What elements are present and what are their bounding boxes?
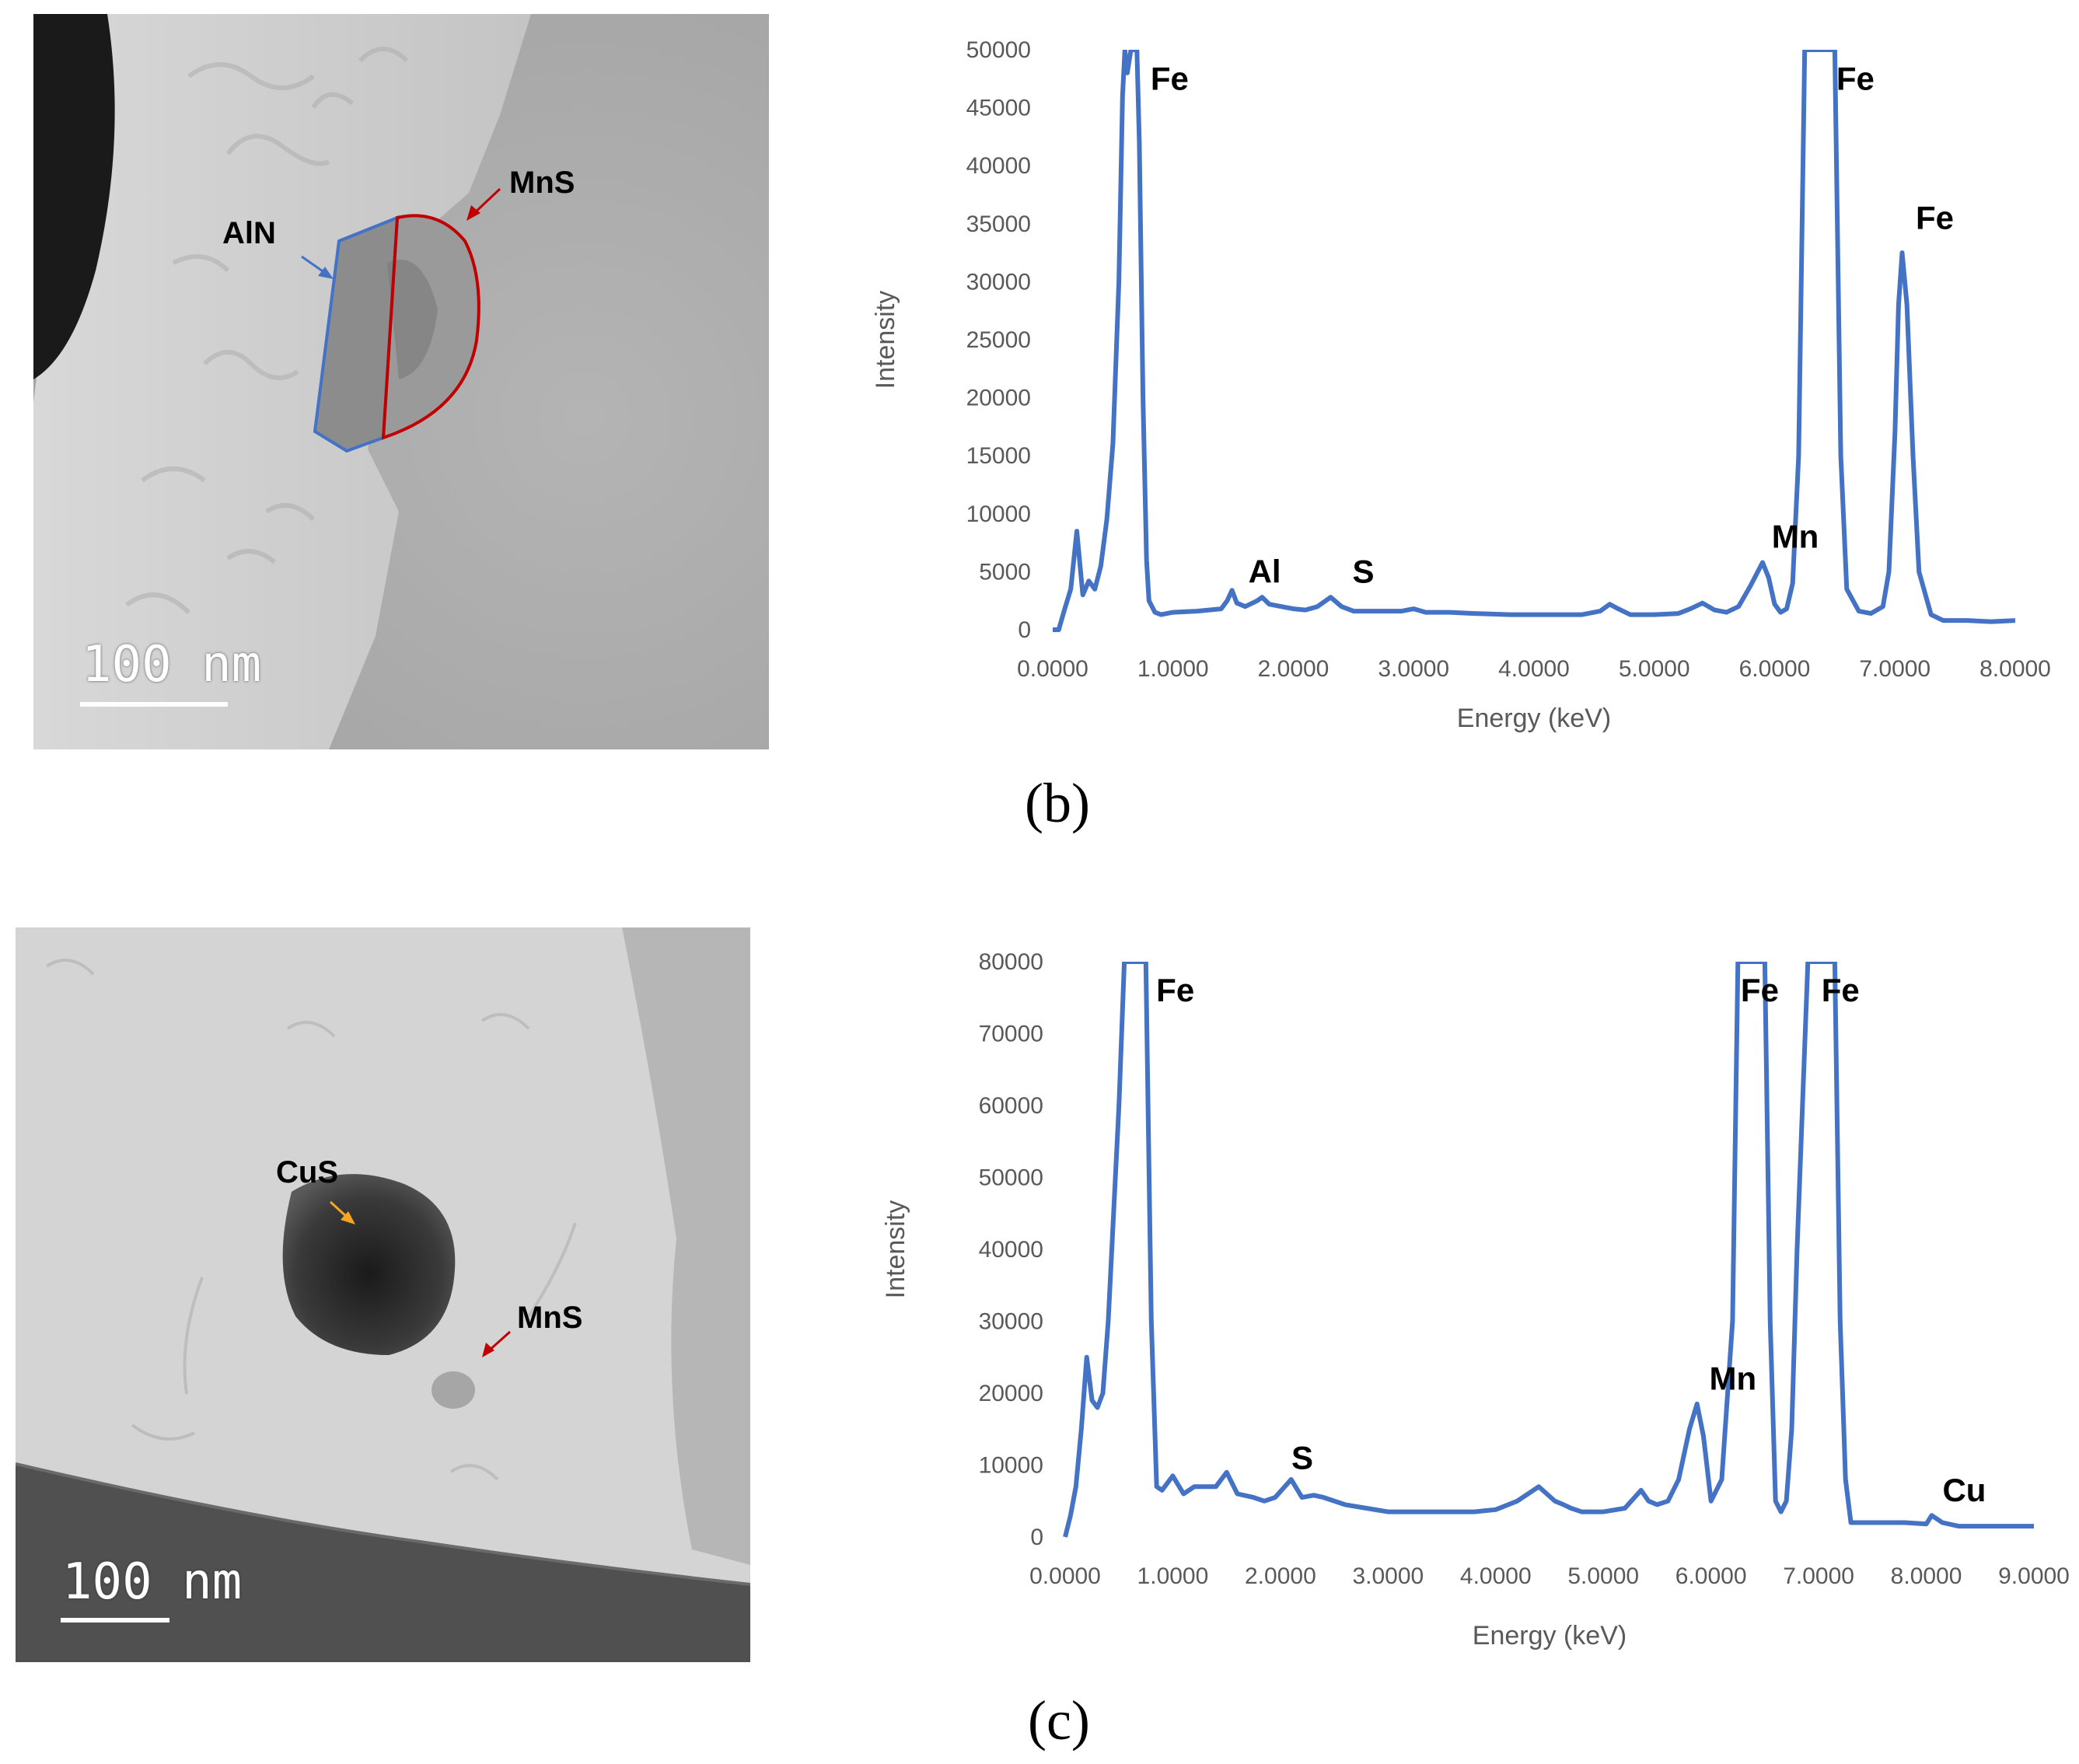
cus-label: CuS (276, 1155, 338, 1189)
x-tick-label: 8.0000 (1979, 656, 2051, 682)
y-tick-label: 0 (1030, 1525, 1043, 1550)
x-tick-label: 7.0000 (1783, 1563, 1854, 1589)
x-axis-label: Energy (keV) (1457, 704, 1611, 733)
peak-label: S (1352, 553, 1374, 589)
scale-bar-label: 100 nm (62, 1553, 243, 1611)
peak-label: Fe (1741, 972, 1779, 1008)
aln-outline (313, 215, 400, 453)
peak-label: Fe (1156, 972, 1194, 1008)
y-tick-label: 10000 (966, 501, 1031, 527)
x-tick-label: 6.0000 (1675, 1563, 1747, 1589)
y-tick-label: 50000 (979, 1165, 1043, 1191)
y-tick-label: 25000 (966, 327, 1031, 353)
peak-label: Fe (1836, 60, 1875, 96)
x-tick-label: 6.0000 (1739, 656, 1811, 682)
x-tick-label: 2.0000 (1245, 1563, 1316, 1589)
y-axis-label: Intensity (881, 1200, 910, 1299)
peak-label: Cu (1942, 1472, 1986, 1508)
y-tick-label: 35000 (966, 211, 1031, 237)
y-tick-label: 15000 (966, 443, 1031, 469)
peak-label: S (1291, 1439, 1313, 1476)
y-tick-label: 30000 (979, 1309, 1043, 1335)
x-tick-label: 4.0000 (1460, 1563, 1532, 1589)
y-tick-label: 45000 (966, 96, 1031, 121)
peak-label: Fe (1916, 199, 1954, 236)
x-tick-label: 0.0000 (1029, 1563, 1101, 1589)
y-tick-label: 70000 (979, 1022, 1043, 1047)
y-tick-label: 60000 (979, 1093, 1043, 1119)
y-tick-label: 40000 (979, 1237, 1043, 1263)
caption-b: (b) (1025, 772, 1090, 834)
peak-label: Mn (1709, 1361, 1756, 1397)
x-tick-label: 0.0000 (1017, 656, 1088, 682)
x-axis-label: Energy (keV) (1473, 1621, 1627, 1650)
tem-micrograph-c: CuS MnS 100 nm (16, 927, 750, 1662)
x-tick-label: 8.0000 (1891, 1563, 1962, 1589)
x-tick-label: 3.0000 (1352, 1563, 1424, 1589)
x-tick-label: 1.0000 (1137, 656, 1209, 682)
peak-label: Fe (1151, 60, 1189, 96)
spectrum-line (1063, 962, 2034, 1538)
y-tick-label: 20000 (966, 386, 1031, 411)
peak-label: Mn (1772, 519, 1819, 555)
mns-label: MnS (517, 1301, 583, 1335)
caption-c: (c) (1028, 1689, 1090, 1752)
y-axis-label: Intensity (871, 291, 900, 389)
y-tick-label: 5000 (979, 559, 1031, 585)
x-tick-label: 4.0000 (1498, 656, 1570, 682)
x-tick-label: 5.0000 (1567, 1563, 1639, 1589)
aln-label: AlN (222, 216, 276, 250)
x-tick-label: 1.0000 (1137, 1563, 1209, 1589)
y-tick-label: 0 (1018, 617, 1031, 643)
y-tick-label: 80000 (979, 949, 1043, 975)
tem-micrograph-b: AlN MnS 100 nm (33, 14, 769, 749)
y-tick-label: 10000 (979, 1453, 1043, 1479)
peak-label: Fe (1822, 972, 1860, 1008)
peak-label: Al (1249, 553, 1281, 589)
y-tick-label: 30000 (966, 269, 1031, 295)
y-tick-label: 20000 (979, 1381, 1043, 1406)
x-tick-label: 2.0000 (1258, 656, 1330, 682)
x-tick-label: 9.0000 (1998, 1563, 2070, 1589)
mns-outline (381, 214, 480, 440)
x-tick-label: 7.0000 (1859, 656, 1930, 682)
y-tick-label: 50000 (966, 37, 1031, 63)
spectrum-line (1053, 50, 2016, 632)
y-tick-label: 40000 (966, 153, 1031, 179)
x-tick-label: 5.0000 (1619, 656, 1690, 682)
mns-label: MnS (509, 166, 575, 200)
x-tick-label: 3.0000 (1378, 656, 1449, 682)
scale-bar-label: 100 nm (82, 636, 262, 693)
